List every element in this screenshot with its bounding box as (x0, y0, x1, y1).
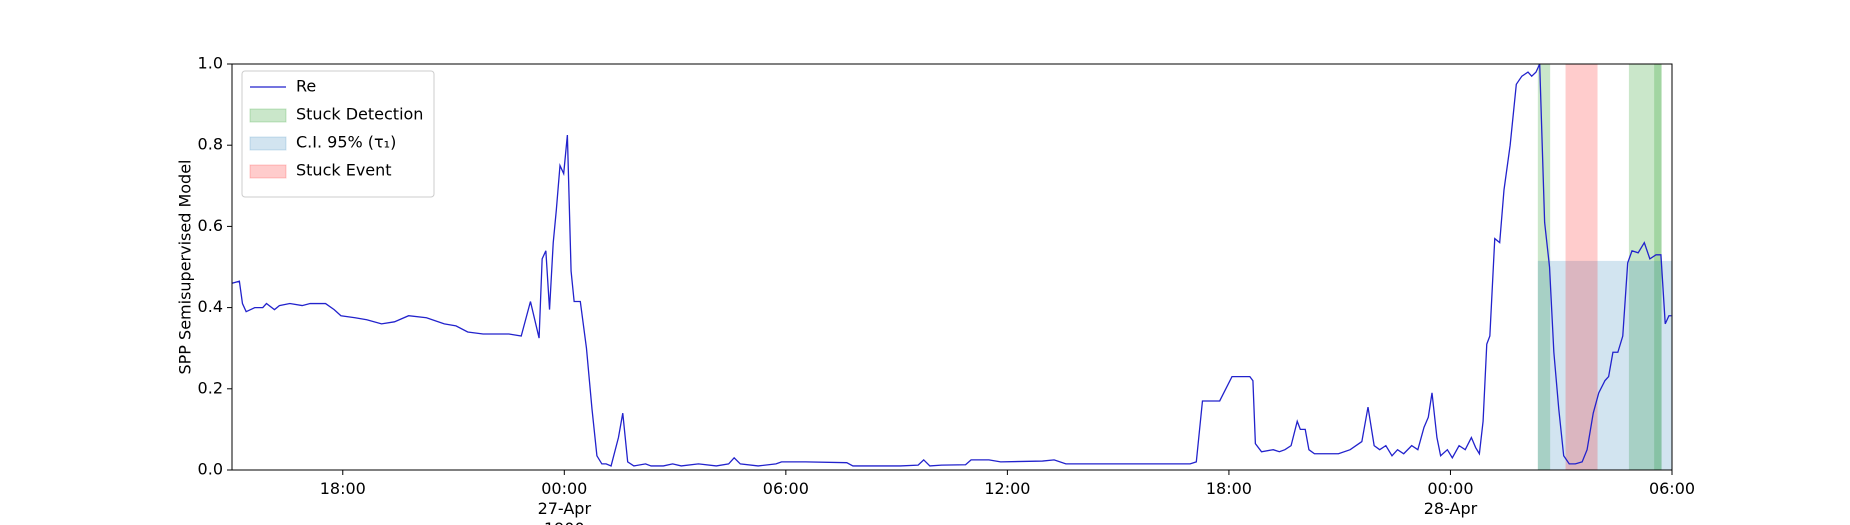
x-tick-label-line: 18:00 (320, 479, 366, 498)
y-tick-label: 0.2 (198, 378, 223, 397)
x-tick-label: 06:00 (763, 479, 809, 498)
legend-label: Re (296, 77, 316, 96)
legend-label: C.I. 95% (τ₁) (296, 133, 396, 152)
band-region (1628, 64, 1662, 470)
x-tick-label-line: 00:00 (541, 479, 587, 498)
legend-patch (249, 164, 287, 179)
x-tick-label-line: 18:00 (1206, 479, 1252, 498)
x-tick-label-line: 06:00 (763, 479, 809, 498)
x-tick-label-line: 06:00 (1649, 479, 1695, 498)
plot-frame (231, 63, 1673, 471)
x-tick-label: 18:00 (1206, 479, 1252, 498)
band-region (1537, 64, 1551, 470)
data-line (231, 63, 1672, 467)
x-tick-label-line: 00:00 (1427, 479, 1473, 498)
x-tick-label-line: 12:00 (984, 479, 1030, 498)
x-tick-label: 12:00 (984, 479, 1030, 498)
band-region (1537, 260, 1672, 470)
x-tick-label-line: 1900 (544, 519, 585, 525)
legend-box (241, 70, 435, 198)
legend-patch (249, 136, 287, 151)
y-tick-label: 0.6 (198, 216, 223, 235)
y-tick-label: 1.0 (198, 54, 223, 73)
y-axis-label: SPP Semisupervised Model (176, 160, 195, 375)
y-tick-label: 0.8 (198, 135, 223, 154)
x-tick-label-line: 27-Apr (538, 499, 592, 518)
x-tick-label: 00:00 28-Apr (1424, 479, 1478, 518)
legend-label: Stuck Event (296, 161, 392, 180)
y-tick-label: 0.4 (198, 297, 223, 316)
x-tick-label-line: 28-Apr (1424, 499, 1478, 518)
band-region (1654, 64, 1662, 470)
x-tick-label: 18:00 (320, 479, 366, 498)
legend-patch (249, 108, 287, 123)
y-tick-label: 0.0 (198, 460, 223, 479)
x-tick-label: 06:00 (1649, 479, 1695, 498)
legend-label: Stuck Detection (296, 105, 423, 124)
band-region (1565, 64, 1598, 470)
